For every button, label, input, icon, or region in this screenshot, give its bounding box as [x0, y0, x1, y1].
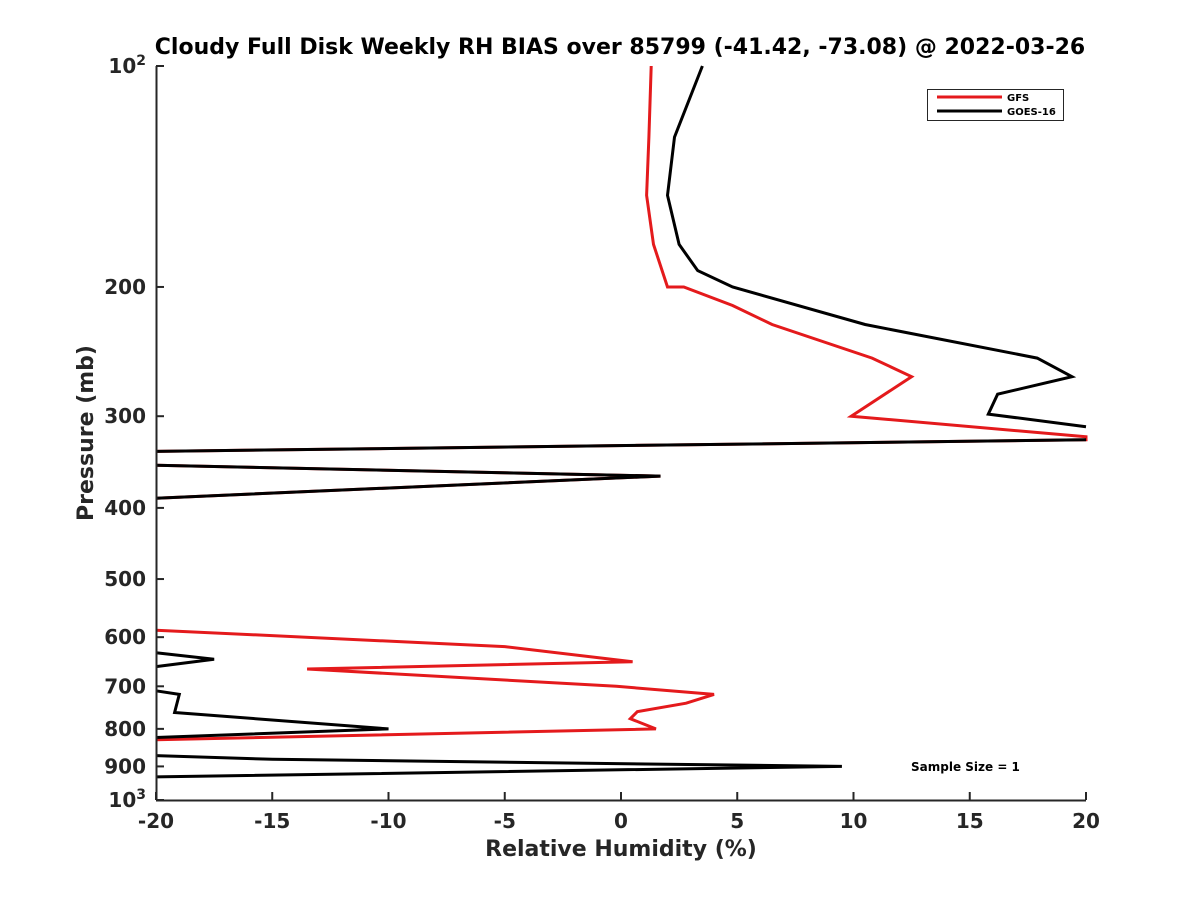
- x-tick-label: 0: [614, 809, 628, 833]
- x-axis-ticks: -20 -15 -10 -5 0 5 10 15 20: [138, 792, 1100, 833]
- series-layer: [155, 65, 1088, 779]
- series-line-goes16: [155, 651, 215, 669]
- x-tick-label: 10: [840, 809, 868, 833]
- series-line-goes16: [155, 689, 389, 739]
- x-tick-label: -10: [370, 809, 406, 833]
- y-tick-label: 500: [104, 567, 146, 591]
- y-tick-label: 400: [104, 496, 146, 520]
- series-line-goes16: [155, 754, 842, 779]
- y-tick-label: 900: [104, 754, 146, 778]
- series-line-goes16: [155, 438, 1087, 453]
- y-tick-label: 200: [104, 275, 146, 299]
- series-line-goes16: [155, 463, 661, 500]
- legend: GFS GOES-16: [927, 89, 1064, 121]
- legend-box: [927, 89, 1064, 121]
- x-tick-label: -5: [494, 809, 516, 833]
- series-line-gfs: [155, 65, 1088, 453]
- x-tick-label: 15: [956, 809, 984, 833]
- series-line-goes16: [665, 65, 1087, 429]
- x-tick-label: 5: [730, 809, 744, 833]
- x-tick-label: 20: [1072, 809, 1100, 833]
- legend-label-goes16: GOES-16: [1007, 107, 1056, 118]
- legend-label-gfs: GFS: [1007, 93, 1029, 104]
- x-tick-label: -15: [254, 809, 290, 833]
- y-tick-label: 600: [104, 625, 146, 649]
- y-tick-label: 103: [108, 787, 146, 812]
- chart-title: Cloudy Full Disk Weekly RH BIAS over 857…: [155, 35, 1085, 60]
- y-tick-label: 700: [104, 674, 146, 698]
- x-axis-title: Relative Humidity (%): [485, 837, 757, 862]
- y-axis-ticks: 102 200 300 400 500 600 700 800 900 103: [104, 53, 164, 812]
- x-tick-label: -20: [138, 809, 174, 833]
- y-axis-title: Pressure (mb): [74, 345, 99, 521]
- y-tick-label: 102: [108, 53, 146, 78]
- sample-size-annotation: Sample Size = 1: [911, 760, 1020, 774]
- series-line-gfs: [155, 628, 715, 742]
- y-tick-label: 300: [104, 404, 146, 428]
- y-tick-label: 800: [104, 717, 146, 741]
